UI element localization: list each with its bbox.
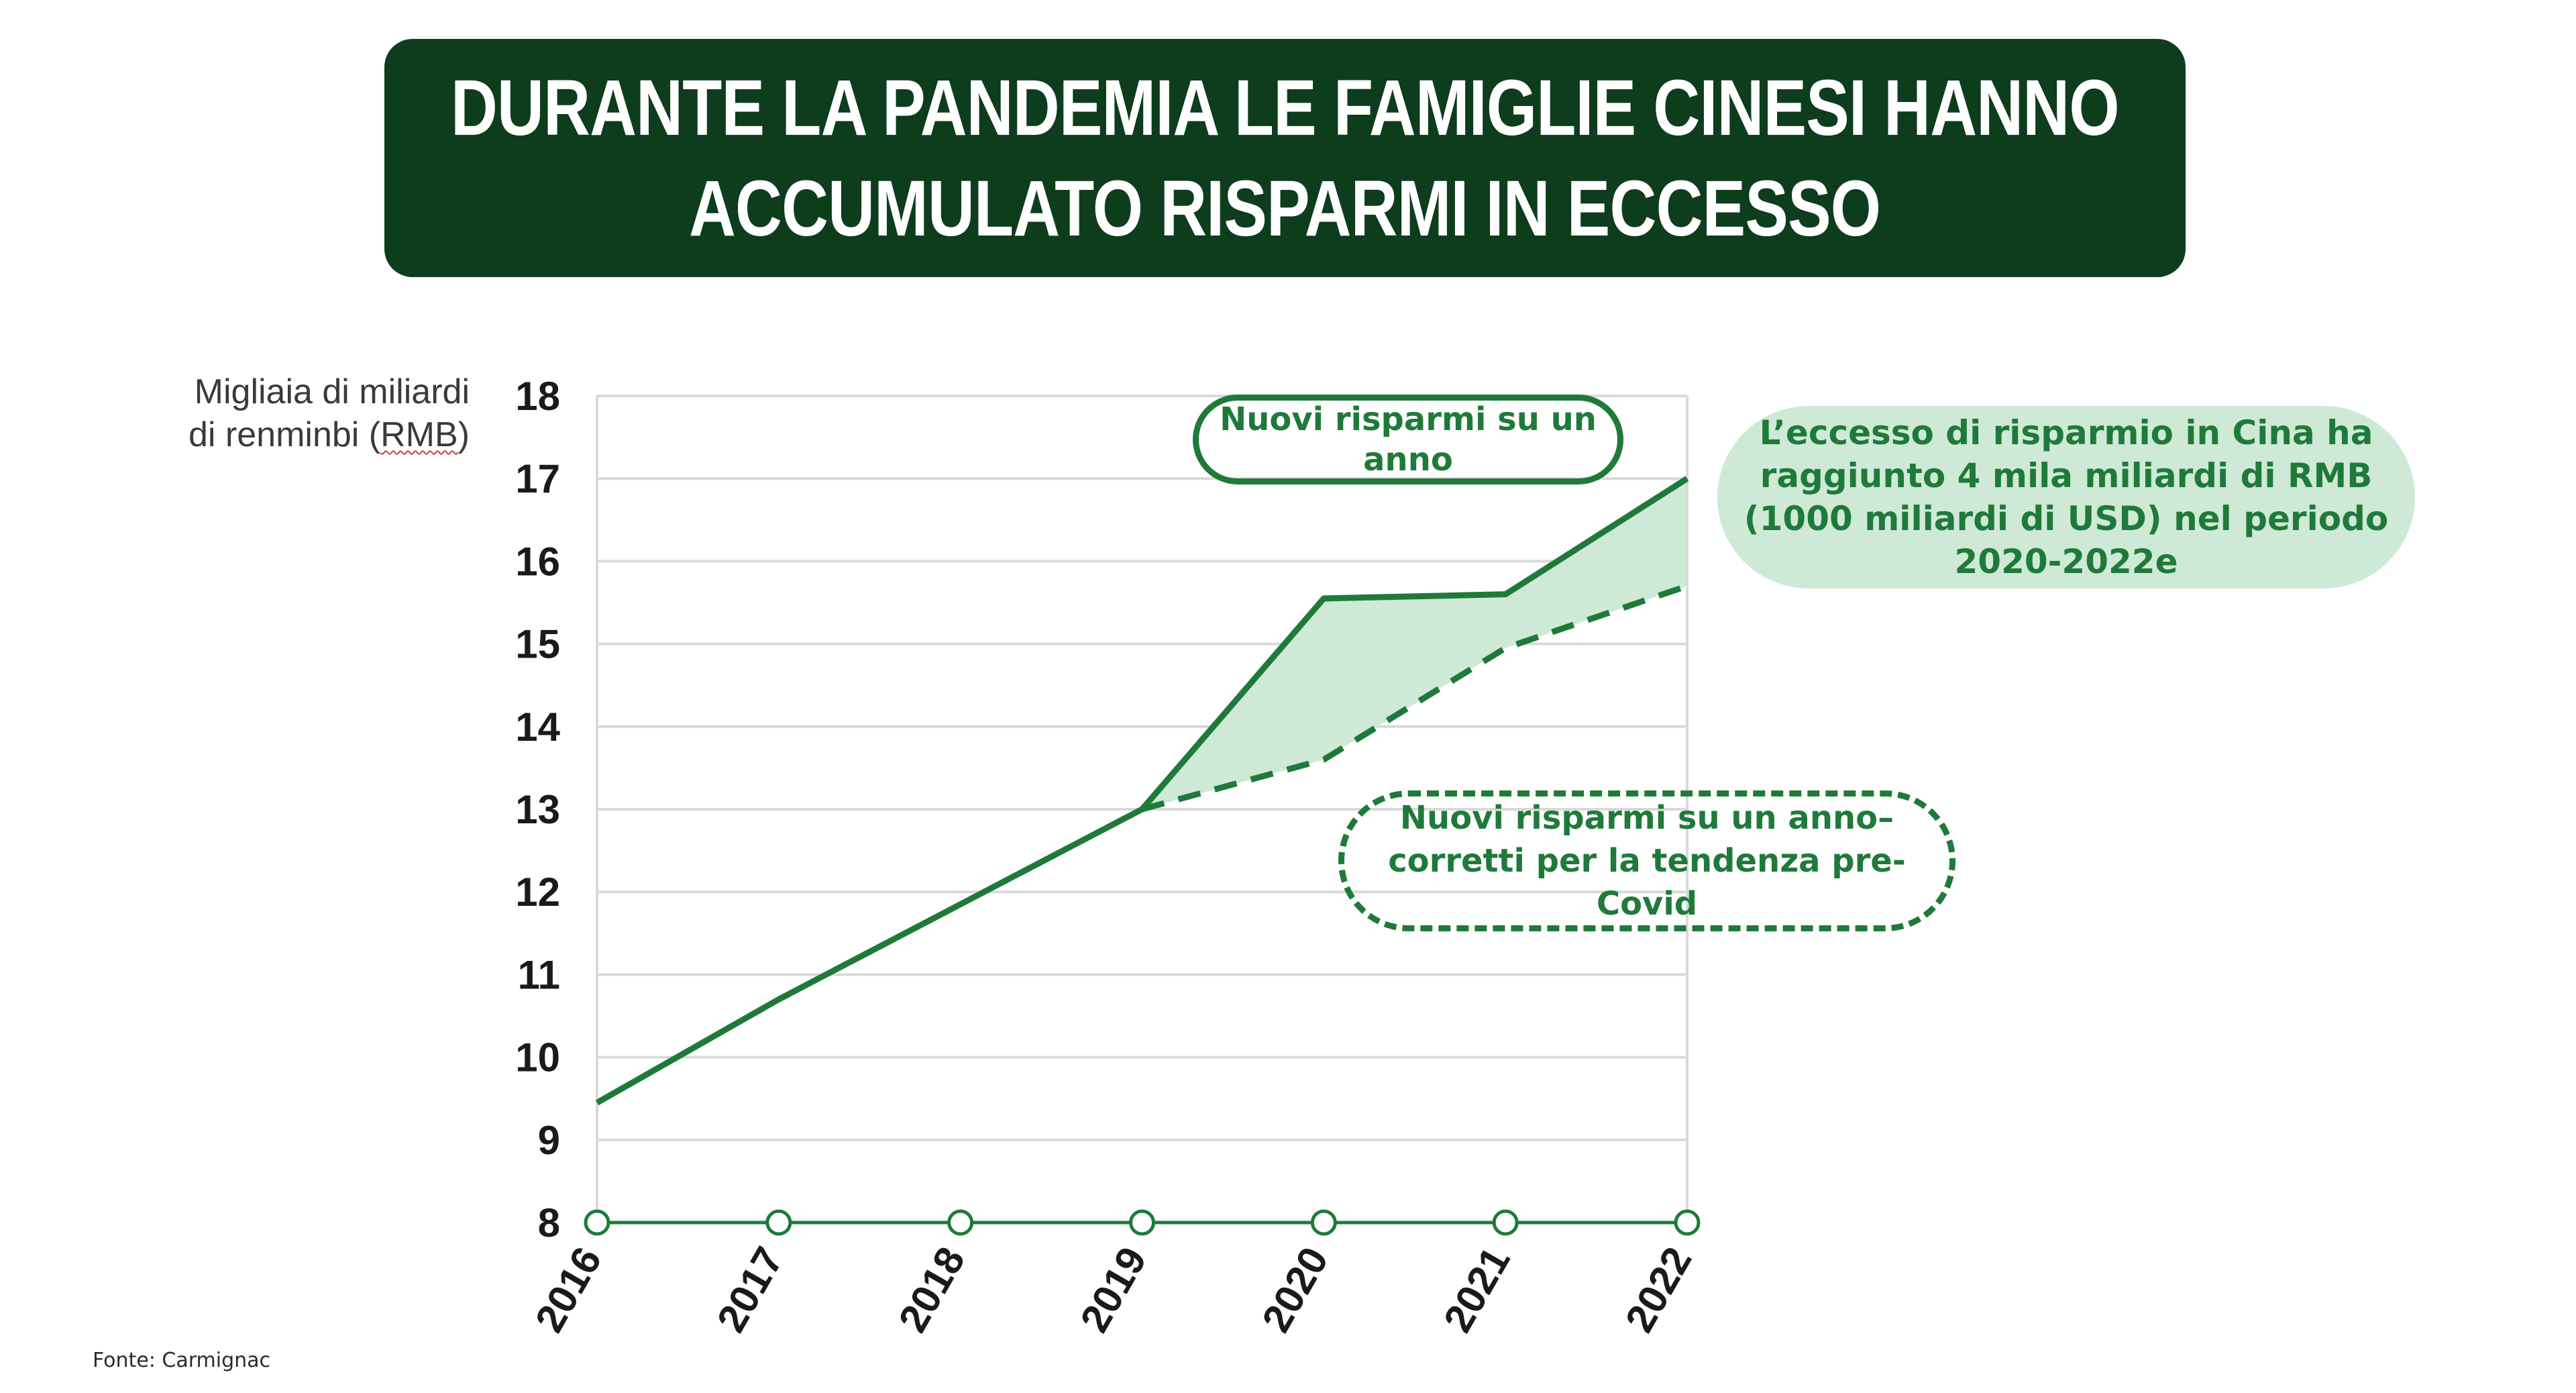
title-line-1: DURANTE LA PANDEMIA LE FAMIGLIE CINESI H… <box>451 63 2120 152</box>
x-marker-2016 <box>584 1209 610 1236</box>
x-marker-2020 <box>1310 1209 1337 1236</box>
y-tick-labels: 8 9 10 11 12 13 14 15 16 17 18 <box>515 374 560 1245</box>
x-tick-2017: 2017 <box>708 1239 792 1339</box>
title-line-2: ACCUMULATO RISPARMI IN ECCESSO <box>689 164 1881 253</box>
callout-excess-savings: L’eccesso di risparmio in Cina ha raggiu… <box>1717 406 2415 588</box>
x-tick-2020: 2020 <box>1253 1239 1337 1339</box>
excess-savings-area <box>1142 478 1687 809</box>
x-tick-2021: 2021 <box>1435 1239 1519 1339</box>
y-unit-rmb: RMB <box>380 415 458 454</box>
y-tick-10: 10 <box>515 1035 560 1080</box>
x-marker-2021 <box>1492 1209 1519 1236</box>
callout-trend-corrected: Nuovi risparmi su un anno–corretti per l… <box>1338 790 1955 931</box>
y-tick-9: 9 <box>538 1118 560 1163</box>
excess-savings-fill <box>1142 478 1687 809</box>
y-tick-17: 17 <box>515 456 560 501</box>
series-lines <box>595 476 1689 1106</box>
title-banner: DURANTE LA PANDEMIA LE FAMIGLIE CINESI H… <box>384 39 2186 277</box>
y-unit-line-2: di renminbi (RMB) <box>134 413 470 456</box>
x-tick-2022: 2022 <box>1617 1239 1701 1339</box>
source-note: Fonte: Carmignac <box>93 1349 271 1372</box>
y-unit-line-1: Migliaia di miliardi <box>194 372 470 411</box>
series-line-trend-corrected <box>1141 583 1688 813</box>
x-tick-2019: 2019 <box>1071 1239 1155 1339</box>
y-axis-unit-label: Migliaia di miliardi di renminbi (RMB) <box>134 370 470 456</box>
x-tick-2016: 2016 <box>527 1239 610 1339</box>
x-tick-labels: 2016 2017 2018 2019 2020 2021 2022 <box>527 1239 1701 1339</box>
x-tick-2018: 2018 <box>890 1239 974 1339</box>
x-marker-2022 <box>1674 1209 1701 1236</box>
y-tick-8: 8 <box>538 1200 560 1245</box>
y-tick-12: 12 <box>515 870 560 915</box>
y-tick-15: 15 <box>515 622 560 667</box>
x-marker-2019 <box>1129 1209 1155 1236</box>
x-marker-2018 <box>947 1209 974 1236</box>
y-unit-prefix: di renminbi ( <box>189 415 381 454</box>
y-tick-16: 16 <box>515 539 560 584</box>
callout-new-savings: Nuovi risparmi su un anno <box>1193 395 1623 484</box>
grid-lines <box>597 395 1687 1141</box>
y-unit-suffix: ) <box>458 415 470 454</box>
y-tick-11: 11 <box>518 952 560 997</box>
x-marker-2017 <box>765 1209 792 1236</box>
y-tick-13: 13 <box>515 787 560 832</box>
x-axis-markers <box>584 1209 1701 1236</box>
y-tick-14: 14 <box>515 705 560 750</box>
y-tick-18: 18 <box>515 374 560 419</box>
